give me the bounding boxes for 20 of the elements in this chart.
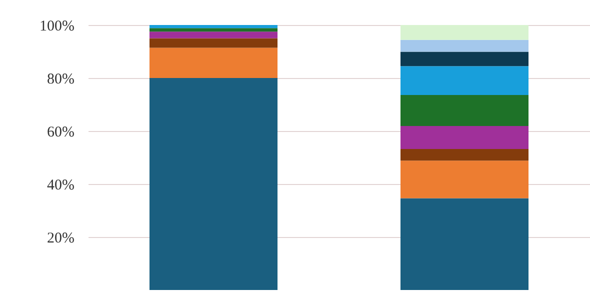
y-tick-label: 40% [47, 178, 74, 194]
y-tick-label: 20% [47, 230, 74, 246]
bar [400, 126, 529, 150]
bar [149, 28, 278, 32]
bar [149, 78, 278, 290]
bar [400, 149, 529, 161]
bar [400, 52, 529, 66]
bar [400, 25, 529, 40]
bar [400, 198, 529, 290]
bar [400, 160, 529, 198]
y-tick-label: 80% [47, 72, 74, 88]
bar [400, 40, 529, 52]
bar [149, 32, 278, 38]
bar [400, 94, 529, 126]
bar [149, 38, 278, 48]
bar [149, 48, 278, 78]
bar [400, 66, 529, 95]
y-tick-label: 100% [40, 18, 74, 34]
y-tick-label: 60% [47, 124, 74, 140]
bar [149, 25, 278, 28]
